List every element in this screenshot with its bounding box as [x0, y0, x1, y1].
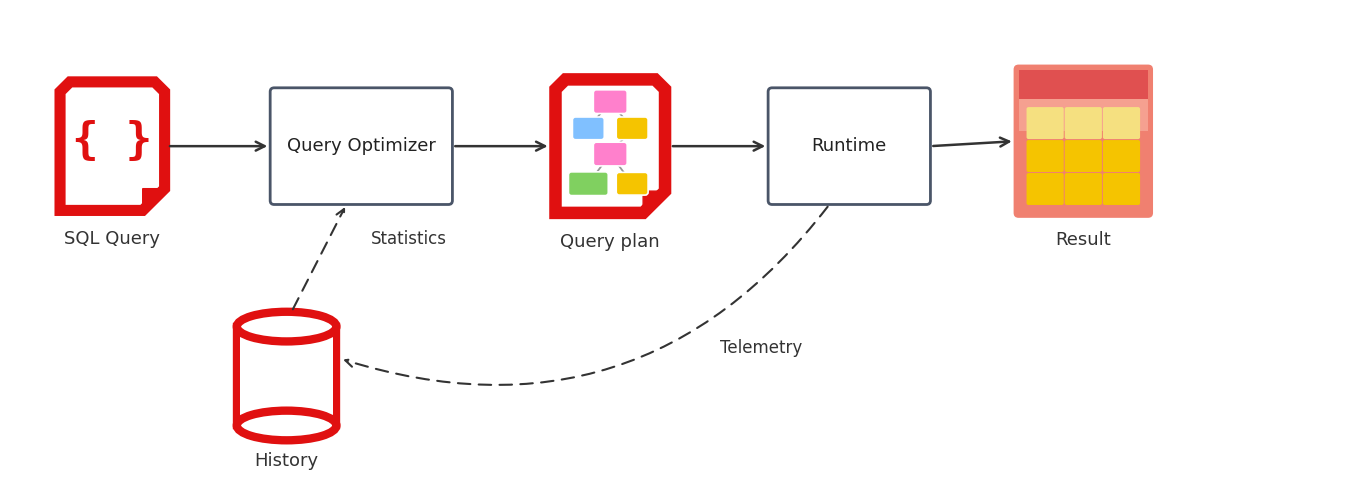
FancyBboxPatch shape — [1019, 99, 1148, 131]
FancyBboxPatch shape — [568, 172, 609, 196]
Bar — [240, 342, 333, 411]
FancyBboxPatch shape — [616, 117, 648, 140]
FancyBboxPatch shape — [270, 88, 452, 204]
FancyBboxPatch shape — [1026, 140, 1064, 172]
Text: Query Optimizer: Query Optimizer — [286, 137, 436, 155]
Ellipse shape — [236, 312, 336, 342]
Polygon shape — [555, 79, 666, 213]
Text: History: History — [255, 452, 319, 470]
Text: Telemetry: Telemetry — [720, 339, 802, 357]
FancyBboxPatch shape — [1103, 140, 1141, 172]
Polygon shape — [143, 189, 165, 210]
Ellipse shape — [236, 411, 336, 441]
FancyBboxPatch shape — [1065, 173, 1102, 205]
Polygon shape — [59, 82, 165, 210]
FancyBboxPatch shape — [1065, 107, 1102, 139]
FancyBboxPatch shape — [572, 117, 605, 140]
FancyBboxPatch shape — [594, 142, 628, 166]
Polygon shape — [643, 191, 666, 213]
Text: { }: { } — [72, 120, 153, 163]
FancyBboxPatch shape — [768, 88, 930, 204]
FancyBboxPatch shape — [1019, 69, 1148, 99]
FancyBboxPatch shape — [1065, 140, 1102, 172]
FancyBboxPatch shape — [1026, 173, 1064, 205]
FancyBboxPatch shape — [1026, 107, 1064, 139]
FancyBboxPatch shape — [1103, 107, 1141, 139]
Text: Runtime: Runtime — [811, 137, 887, 155]
Text: Result: Result — [1056, 231, 1111, 248]
Bar — [240, 327, 333, 426]
FancyBboxPatch shape — [1014, 64, 1153, 218]
Text: Statistics: Statistics — [371, 230, 447, 248]
Text: SQL Query: SQL Query — [65, 230, 161, 248]
FancyBboxPatch shape — [616, 172, 648, 195]
Text: Query plan: Query plan — [560, 233, 660, 251]
FancyBboxPatch shape — [594, 90, 628, 113]
FancyBboxPatch shape — [1103, 173, 1141, 205]
